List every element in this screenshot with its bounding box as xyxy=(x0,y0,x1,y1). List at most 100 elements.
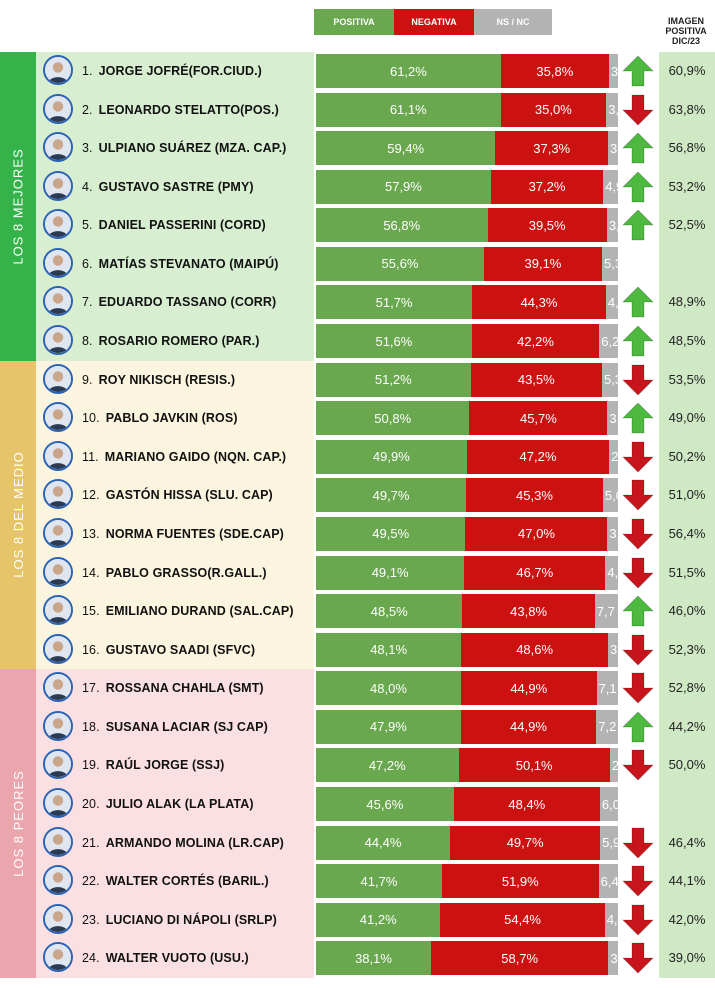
positive-segment: 47,2% xyxy=(316,748,459,783)
rank-number: 5. xyxy=(82,218,93,233)
stacked-bar: 47,9% 44,9% 7,2 xyxy=(316,709,618,744)
positive-segment: 48,5% xyxy=(316,594,463,629)
rank-number: 1. xyxy=(82,64,93,78)
ranking-row: 13. NORMA FUENTES (SDE.CAP) 49,5%47,0%3,5 5… xyxy=(0,515,715,554)
arrow-up-icon xyxy=(620,131,656,165)
ranking-row: 11. MARIANO GAIDO (NQN. CAP.) 49,9%47,2%2,… xyxy=(0,438,715,477)
ranking-row: 24. WALTER VUOTO (USU.) 38,1%58,7%3,2 39,0% xyxy=(0,939,715,978)
arrow-down-icon xyxy=(620,748,656,782)
positive-segment: 61,1% xyxy=(316,92,501,127)
negative-segment: 43,8% xyxy=(462,594,595,629)
ranking-row: 9. ROY NIKISCH (RESIS.) 51,2%43,5%5,3 53,5% xyxy=(0,361,715,400)
ranking-row: 10. PABLO JAVKIN (ROS) 50,8%45,7%3,5 49,0% xyxy=(0,399,715,438)
ranking-row: 23. LUCIANO DI NÁPOLI (SRLP) 41,2% 54,4% 4, 4… xyxy=(0,901,715,940)
ns-segment: 3,0 xyxy=(608,54,618,88)
negative-segment: 48,6% xyxy=(461,632,609,667)
ranking-row: 4. GUSTAVO SASTRE (PMY) 57,9%37,2%4,9 53,2% xyxy=(0,168,715,207)
prev-column xyxy=(659,52,715,978)
candidate-name-cell: 7. EDUARDO TASSANO (CORR) xyxy=(82,283,276,322)
rank-number: 6. xyxy=(82,256,93,271)
rank-number: 23. xyxy=(82,912,100,927)
candidate-name: ROSSANA CHAHLA (SMT) xyxy=(105,681,264,696)
ns-segment: 5,3 xyxy=(601,362,618,397)
previous-positive-value xyxy=(659,785,715,824)
stacked-bar: 50,8%45,7%3,5 xyxy=(316,401,618,436)
ranking-row: 21. ARMANDO MOLINA (LR.CAP) 44,4% 49,7% 5,9 4… xyxy=(0,824,715,863)
ns-segment: 2,7 xyxy=(609,748,618,783)
candidate-name-cell: 12. GASTÓN HISSA (SLU. CAP) xyxy=(82,476,273,515)
arrow-down-icon xyxy=(620,633,656,667)
avatar xyxy=(43,247,73,278)
ranking-row: 19. RAÚL JORGE (SSJ) 47,2%50,1%2,7 50,0% xyxy=(0,746,715,785)
prev-header-line-2: POSITIVA xyxy=(665,26,707,36)
avatar xyxy=(43,595,73,626)
ns-segment: 3,5 xyxy=(607,516,618,551)
ns-segment: 3,2 xyxy=(608,941,618,976)
candidate-name: ARMANDO MOLINA (LR.CAP) xyxy=(105,835,284,850)
candidate-name: GASTÓN HISSA (SLU. CAP) xyxy=(105,488,273,503)
positive-segment: 61,2% xyxy=(316,54,501,88)
arrow-down-icon xyxy=(620,517,656,551)
candidate-name: NORMA FUENTES (SDE.CAP) xyxy=(105,526,284,541)
previous-positive-value: 52,8% xyxy=(668,680,706,696)
rank-number: 8. xyxy=(82,334,93,349)
previous-positive-value: 49,0% xyxy=(668,410,706,426)
avatar xyxy=(43,55,73,85)
previous-positive-value: 46,0% xyxy=(668,603,706,619)
avatar xyxy=(43,93,73,124)
candidate-name-cell: 2. LEONARDO STELATTO(POS.) xyxy=(82,91,279,130)
stacked-bar: 49,9%47,2%2,9 xyxy=(316,439,618,474)
candidate-name: MARIANO GAIDO (NQN. CAP.) xyxy=(104,449,287,464)
ns-segment: 4,2 xyxy=(605,555,618,590)
stacked-bar: 41,7% 51,9% 6,4 xyxy=(316,864,618,899)
negative-segment: 45,3% xyxy=(466,478,603,513)
positive-segment: 45,6% xyxy=(316,787,454,822)
ns-segment: 5,3 xyxy=(601,246,618,281)
candidate-name-cell: 1. JORGE JOFRÉ(FOR.CIUD.) xyxy=(82,52,262,91)
ranking-row: 1. JORGE JOFRÉ(FOR.CIUD.) 61,2%35,8%3,0 60,… xyxy=(0,52,715,91)
ns-segment: 4,0 xyxy=(605,285,618,320)
rank-number: 11. xyxy=(82,449,99,464)
arrow-down-icon xyxy=(620,864,656,898)
candidate-name-cell: 11. MARIANO GAIDO (NQN. CAP.) xyxy=(82,438,286,477)
candidate-name-cell: 6. MATÍAS STEVANATO (MAIPÚ) xyxy=(82,245,279,284)
stacked-bar: 48,1%48,6%3,3 xyxy=(316,632,618,667)
ranking-row: 22. WALTER CORTÉS (BARIL.) 41,7% 51,9% 6,4 44… xyxy=(0,862,715,901)
avatar xyxy=(43,325,73,356)
ns-segment: 3,9 xyxy=(606,92,618,127)
rank-number: 21. xyxy=(82,835,100,850)
rank-number: 22. xyxy=(82,874,100,889)
avatar xyxy=(43,517,73,548)
arrow-down-icon xyxy=(620,556,656,590)
positive-segment: 55,6% xyxy=(316,246,484,281)
candidate-name-cell: 24. WALTER VUOTO (USU.) xyxy=(82,939,249,978)
negative-segment: 35,0% xyxy=(500,92,607,127)
arrow-down-icon xyxy=(620,903,656,937)
ns-segment: 4,4 xyxy=(604,902,618,937)
previous-positive-value: 51,5% xyxy=(668,564,706,580)
arrow-up-icon xyxy=(620,285,656,319)
negative-segment: 43,5% xyxy=(470,362,602,397)
rank-number: 19. xyxy=(82,758,100,773)
ns-segment: 6,4 xyxy=(598,864,618,899)
candidate-name: WALTER CORTÉS (BARIL.) xyxy=(105,874,269,889)
rank-number: 17. xyxy=(82,681,100,696)
ranking-row: 2. LEONARDO STELATTO(POS.) 61,1%35,0%3,9 63… xyxy=(0,91,715,130)
candidate-name-cell: 19. RAÚL JORGE (SSJ) xyxy=(82,746,224,785)
avatar xyxy=(43,209,73,240)
arrow-up-icon xyxy=(620,594,656,628)
ns-segment: 3,3 xyxy=(608,632,618,667)
arrow-up-icon xyxy=(620,54,656,88)
group-background-2 xyxy=(36,360,314,670)
stacked-bar: 49,7%45,3%5,0 xyxy=(316,478,618,513)
avatar xyxy=(43,633,73,664)
ns-segment: 3,3 xyxy=(608,131,618,166)
previous-positive-value xyxy=(659,245,715,284)
previous-positive-value: 44,1% xyxy=(668,873,706,889)
negative-segment: 44,9% xyxy=(460,709,597,744)
prev-header-line-3: DIC/23 xyxy=(671,36,700,46)
arrow-down-icon xyxy=(620,671,656,705)
positive-segment: 49,5% xyxy=(316,516,466,551)
previous-positive-value: 52,5% xyxy=(668,217,706,233)
stacked-bar: 57,9%37,2%4,9 xyxy=(316,169,618,204)
